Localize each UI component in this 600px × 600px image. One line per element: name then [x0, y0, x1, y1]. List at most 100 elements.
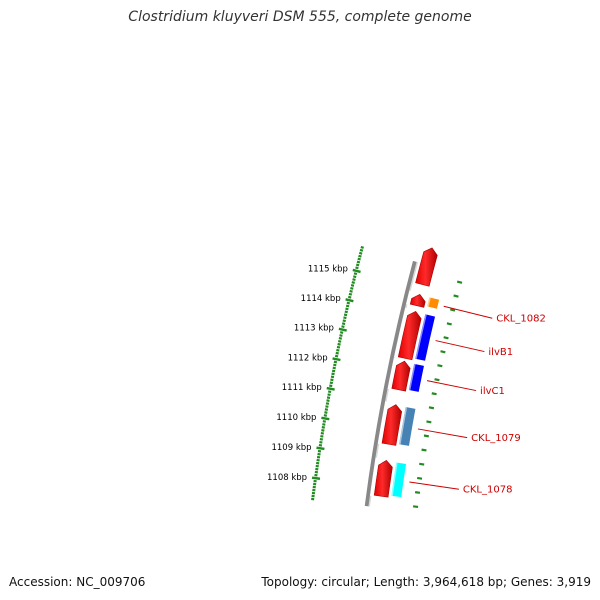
scale-tick-label: 1109 kbp	[271, 443, 311, 453]
scale-minor-tick	[339, 334, 343, 337]
gene-band-highlight	[415, 314, 427, 360]
genome-summary-text: Topology: circular; Length: 3,964,618 bp…	[261, 575, 591, 589]
backbone-ring	[364, 260, 417, 507]
cds-arrow	[397, 311, 422, 361]
gene-band-highlight	[391, 462, 398, 497]
gene-band-highlight	[408, 363, 416, 391]
gene-band-highlight	[399, 407, 408, 445]
outer-scale-tick	[423, 434, 429, 438]
scale-minor-tick	[324, 408, 329, 411]
gene-band	[408, 363, 424, 392]
scale-minor-tick	[330, 378, 334, 382]
scale-minor-tick	[342, 319, 346, 323]
scale-tick-label: 1114 kbp	[301, 294, 341, 304]
gene-label-leader	[409, 481, 459, 490]
scale-minor-tick	[337, 342, 341, 346]
scale-minor-tick	[326, 399, 330, 402]
scale-minor-tick	[338, 339, 342, 343]
outer-scale-tick	[434, 378, 440, 382]
cds-arrow	[409, 294, 426, 308]
scale-major-tick	[345, 298, 354, 303]
cds-arrow	[415, 247, 438, 287]
gene-band	[399, 407, 416, 446]
scale-minor-tick	[327, 390, 332, 394]
scale-minor-tick	[358, 254, 362, 258]
scale-minor-tick	[353, 272, 358, 276]
scale-minor-tick	[331, 369, 336, 373]
scale-minor-tick	[344, 310, 348, 314]
outer-scale-tick	[414, 491, 421, 494]
outer-scale-tick	[437, 364, 443, 368]
scale-minor-tick	[334, 354, 339, 358]
scale-minor-tick	[345, 307, 349, 311]
scale-minor-tick	[326, 396, 331, 399]
scale-minor-tick	[336, 348, 340, 352]
cds-arrow	[391, 360, 411, 392]
scale-minor-tick	[350, 286, 354, 290]
outer-scale-tick	[440, 350, 446, 354]
scale-major-tick	[321, 416, 330, 421]
outer-scale-tick	[416, 476, 423, 480]
scale-minor-tick	[358, 251, 363, 255]
scale-minor-tick	[325, 402, 330, 405]
scale-minor-tick	[327, 393, 331, 397]
scale-minor-tick	[332, 366, 336, 370]
scale-minor-tick	[321, 426, 325, 429]
cds-arrow	[373, 460, 393, 498]
scale-minor-tick	[352, 278, 356, 282]
gene-band-highlight	[427, 297, 431, 307]
outer-scale-tick	[449, 308, 456, 312]
gene-label: CKL_1082	[496, 314, 546, 325]
scale-minor-tick	[338, 337, 343, 340]
outer-scale-tick	[446, 322, 452, 326]
scale-minor-tick	[329, 384, 333, 388]
scale-minor-tick	[351, 281, 355, 284]
scale-minor-tick	[324, 411, 328, 414]
scale-minor-tick	[355, 263, 360, 267]
scale-minor-tick	[336, 345, 341, 349]
scale-minor-tick	[322, 420, 326, 423]
scale-major-tick	[332, 357, 341, 362]
outer-scale-tick	[412, 505, 419, 509]
label-layer: CKL_1078 CKL_1079 ilvC1 ilvB1 CKL_1082	[409, 305, 546, 496]
scale-minor-tick	[331, 372, 335, 376]
scale-minor-tick	[350, 284, 355, 287]
map-title: Clostridium kluyveri DSM 555, complete g…	[128, 9, 472, 25]
scale-minor-tick	[329, 381, 333, 385]
scale-minor-tick	[341, 322, 346, 326]
scale-minor-tick	[352, 275, 357, 279]
accession-text: Accession: NC_009706	[9, 575, 146, 589]
scale-major-tick	[316, 446, 325, 451]
gene-band	[415, 314, 436, 361]
scale-minor-tick	[359, 248, 364, 252]
scale-minor-tick	[341, 325, 345, 329]
gene-label-leader	[426, 380, 477, 392]
outer-scale-tick	[443, 336, 449, 340]
scale-minor-tick	[360, 245, 364, 249]
gene-label: CKL_1079	[471, 433, 521, 444]
scale-minor-tick	[355, 266, 359, 270]
outer-scale-tick	[419, 462, 425, 466]
scale-tick-label: 1111 kbp	[282, 383, 322, 393]
outer-scale-tick	[453, 294, 459, 298]
outer-scale-tick	[421, 448, 427, 452]
gene-label-leader	[417, 428, 468, 439]
gene-label: ilvB1	[488, 347, 513, 358]
scale-tick-label: 1113 kbp	[294, 324, 334, 334]
scale-minor-tick	[333, 363, 337, 367]
scale-minor-tick	[346, 301, 351, 305]
scale-tick-label: 1112 kbp	[288, 353, 328, 363]
cds-arrow	[381, 404, 403, 446]
outer-scale-tick	[431, 392, 437, 396]
scale-minor-tick	[335, 351, 339, 355]
scale-minor-tick	[343, 313, 348, 317]
scale-major-tick	[326, 386, 335, 391]
gene-label: CKL_1078	[463, 485, 513, 496]
scale-minor-tick	[322, 423, 326, 426]
tick-layer: 1108 kbp 1109 kbp 1110 kbp 1111 kbp 1112 kbp…	[267, 245, 463, 509]
scale-major-tick	[311, 476, 321, 480]
scale-minor-tick	[323, 414, 328, 417]
outer-scale-tick	[456, 280, 463, 284]
scale-minor-tick	[348, 292, 353, 296]
gene-label-leader	[443, 305, 493, 319]
